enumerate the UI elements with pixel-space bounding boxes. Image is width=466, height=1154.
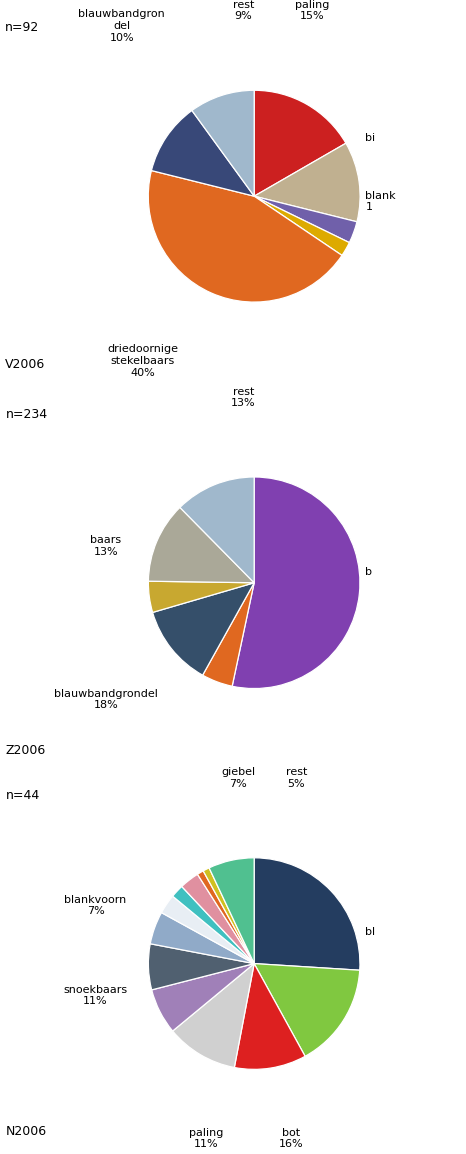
Wedge shape xyxy=(203,868,254,964)
Wedge shape xyxy=(152,964,254,1031)
Text: paling
11%: paling 11% xyxy=(189,1127,224,1149)
Text: rest
13%: rest 13% xyxy=(231,387,256,409)
Text: n=234: n=234 xyxy=(6,409,48,421)
Text: baars
13%: baars 13% xyxy=(90,535,122,556)
Wedge shape xyxy=(198,871,254,964)
Wedge shape xyxy=(203,583,254,687)
Text: n=44: n=44 xyxy=(6,789,40,802)
Text: Z2006: Z2006 xyxy=(6,744,46,757)
Wedge shape xyxy=(254,857,360,971)
Wedge shape xyxy=(180,477,254,583)
Text: bi: bi xyxy=(365,133,376,143)
Wedge shape xyxy=(209,857,254,964)
Wedge shape xyxy=(150,913,254,964)
Wedge shape xyxy=(192,90,254,196)
Wedge shape xyxy=(254,90,346,196)
Text: N2006: N2006 xyxy=(6,1125,47,1138)
Wedge shape xyxy=(182,875,254,964)
Text: bot
16%: bot 16% xyxy=(279,1127,303,1149)
Wedge shape xyxy=(153,583,254,675)
Wedge shape xyxy=(161,897,254,964)
Text: bl: bl xyxy=(365,927,375,937)
Text: paling
15%: paling 15% xyxy=(295,0,329,22)
Text: driedoornige
stekelbaars
40%: driedoornige stekelbaars 40% xyxy=(108,344,178,377)
Wedge shape xyxy=(234,964,305,1070)
Wedge shape xyxy=(172,886,254,964)
Text: snoekbaars
11%: snoekbaars 11% xyxy=(63,984,128,1006)
Wedge shape xyxy=(254,964,360,1056)
Wedge shape xyxy=(151,111,254,196)
Text: giebel
7%: giebel 7% xyxy=(221,767,255,789)
Wedge shape xyxy=(148,171,342,302)
Wedge shape xyxy=(172,964,254,1067)
Wedge shape xyxy=(232,477,360,689)
Text: blankvoorn
7%: blankvoorn 7% xyxy=(64,894,127,916)
Text: rest
9%: rest 9% xyxy=(233,0,254,22)
Wedge shape xyxy=(148,944,254,990)
Text: V2006: V2006 xyxy=(5,358,46,370)
Wedge shape xyxy=(254,196,350,255)
Wedge shape xyxy=(148,582,254,613)
Wedge shape xyxy=(254,196,357,242)
Text: n=92: n=92 xyxy=(5,22,40,35)
Text: rest
5%: rest 5% xyxy=(286,767,307,789)
Text: blauwbandgrondel
18%: blauwbandgrondel 18% xyxy=(54,689,158,710)
Wedge shape xyxy=(148,508,254,583)
Text: b: b xyxy=(365,568,372,577)
Text: blank
1: blank 1 xyxy=(365,190,396,212)
Wedge shape xyxy=(254,143,360,222)
Text: blauwbandgron
del
10%: blauwbandgron del 10% xyxy=(78,9,165,43)
